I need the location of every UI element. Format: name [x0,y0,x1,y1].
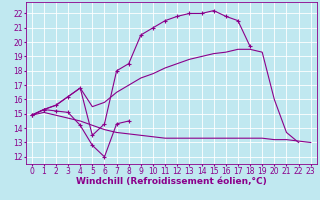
X-axis label: Windchill (Refroidissement éolien,°C): Windchill (Refroidissement éolien,°C) [76,177,267,186]
